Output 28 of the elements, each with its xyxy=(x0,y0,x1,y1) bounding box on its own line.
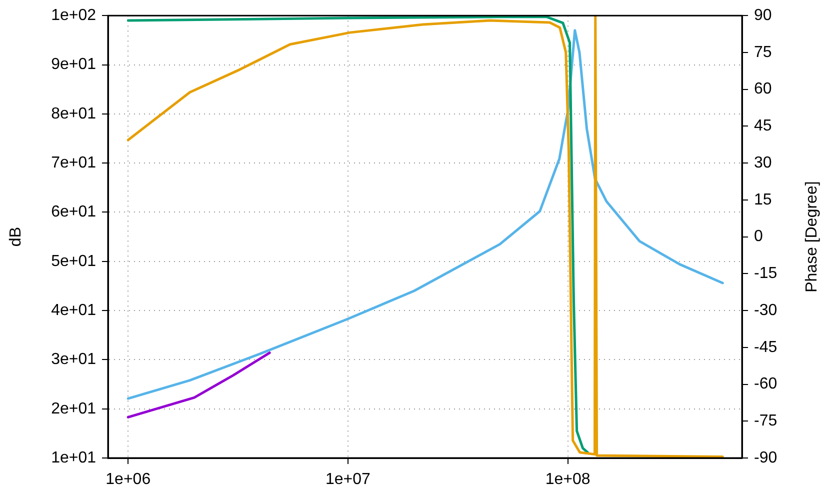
x-tick-label: 1e+06 xyxy=(106,471,151,488)
y2-tick-label: 90 xyxy=(754,7,772,24)
y2-tick-label: 75 xyxy=(754,44,772,61)
x-tick-label: 1e+08 xyxy=(545,471,590,488)
y-tick-label: 1e+02 xyxy=(51,7,96,24)
y-tick-label: 1e+01 xyxy=(51,449,96,466)
y-tick-label: 6e+01 xyxy=(51,204,96,221)
y2-tick-label: 45 xyxy=(754,118,772,135)
y2-tick-label: -45 xyxy=(754,338,778,356)
y-tick-label: 8e+01 xyxy=(51,105,96,122)
y2-tick-label: 60 xyxy=(754,80,772,98)
y2-tick-label: 15 xyxy=(754,191,772,208)
y-tick-label: 3e+01 xyxy=(51,351,96,368)
y2-tick-label: -90 xyxy=(754,449,778,466)
x-tick-label: 1e+07 xyxy=(325,471,371,488)
y-tick-label: 5e+01 xyxy=(51,252,96,270)
y-tick-label: 2e+01 xyxy=(51,400,96,418)
y2-tick-label: 0 xyxy=(754,228,763,246)
y2-tick-label: 30 xyxy=(754,154,772,172)
y-tick-label: 4e+01 xyxy=(51,302,96,319)
y2-tick-label: -30 xyxy=(754,302,778,319)
y2-tick-label: -60 xyxy=(754,376,778,393)
y2-tick-label: -75 xyxy=(754,412,778,430)
y-tick-label: 7e+01 xyxy=(51,154,96,172)
y-axis-title: dB xyxy=(7,227,24,247)
y2-axis-title: Phase [Degree] xyxy=(803,181,820,292)
y-tick-label: 9e+01 xyxy=(51,56,96,74)
y2-tick-label: -15 xyxy=(754,265,778,282)
